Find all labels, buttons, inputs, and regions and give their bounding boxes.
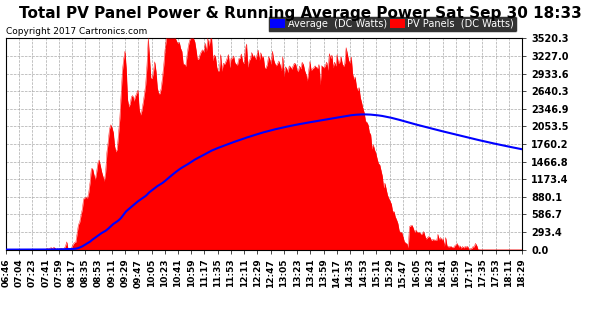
Text: Total PV Panel Power & Running Average Power Sat Sep 30 18:33: Total PV Panel Power & Running Average P… — [19, 6, 581, 21]
Text: Copyright 2017 Cartronics.com: Copyright 2017 Cartronics.com — [6, 27, 147, 36]
Legend: Average  (DC Watts), PV Panels  (DC Watts): Average (DC Watts), PV Panels (DC Watts) — [268, 16, 517, 32]
